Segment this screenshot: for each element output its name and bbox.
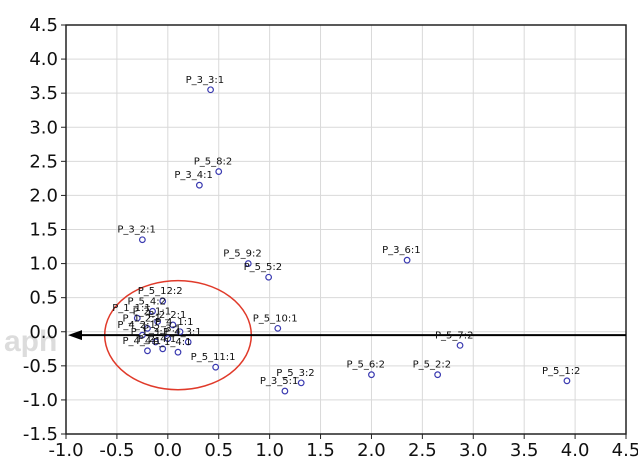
- point-label: P_5_7:2: [435, 330, 474, 341]
- data-point: [133, 314, 141, 322]
- data-point: [456, 341, 464, 349]
- point-label: P_4_2:1: [117, 320, 156, 331]
- point-label: P_2_2:1: [148, 310, 187, 321]
- x-tick-label: 1.5: [306, 440, 335, 461]
- data-point: [138, 331, 146, 339]
- point-label: P_4_3:1: [163, 327, 202, 338]
- watermark-text: aph: [4, 325, 57, 358]
- point-label: P_4_4:1: [122, 336, 161, 347]
- x-tick-label: 4.0: [561, 440, 590, 461]
- y-tick-label: 3.0: [29, 117, 58, 138]
- data-point: [169, 321, 177, 329]
- x-tick-label: 1.0: [255, 440, 284, 461]
- point-label: P_1_1:1: [112, 303, 151, 314]
- x-tick-label: 2.5: [408, 440, 437, 461]
- point-label: P_5_1:2: [542, 366, 581, 377]
- data-point: [164, 335, 172, 342]
- point-label: P_1_2:1: [122, 313, 161, 324]
- point-label: P_3_6:1: [382, 245, 421, 256]
- point-label: P_2_1:1: [133, 307, 172, 318]
- data-point: [274, 324, 282, 332]
- data-point: [159, 345, 167, 353]
- point-label: P_5_12:2: [138, 286, 183, 297]
- data-point: [144, 347, 151, 355]
- data-point: [265, 273, 273, 281]
- y-tick-label: 4.5: [29, 15, 58, 36]
- point-label: P_5_4:2: [128, 296, 167, 307]
- point-label: P_1_4:1: [153, 337, 192, 348]
- point-label: P_3_2:1: [117, 225, 156, 236]
- x-tick-label: 3.5: [510, 440, 539, 461]
- y-tick-label: -1.0: [23, 390, 58, 411]
- y-tick-label: 2.0: [29, 185, 58, 206]
- point-label: P_5_5:2: [244, 262, 282, 273]
- data-point: [212, 363, 220, 371]
- y-tick-label: -0.5: [23, 356, 58, 377]
- y-tick-label: -1.5: [23, 424, 58, 445]
- x-tick-label: 0.0: [153, 440, 182, 461]
- point-label: P_5_10:1: [253, 313, 298, 324]
- x-tick-label: 4.5: [612, 440, 638, 461]
- data-point: [154, 318, 162, 325]
- data-point: [281, 387, 289, 395]
- data-point: [368, 371, 375, 379]
- point-label: P_2_4:1: [138, 334, 177, 345]
- data-point: [176, 328, 184, 336]
- data-point: [144, 324, 151, 332]
- data-point: [159, 297, 167, 305]
- data-point: [244, 260, 252, 267]
- data-point: [174, 348, 182, 356]
- x-tick-label: 3.0: [459, 440, 488, 461]
- data-point: [207, 86, 214, 94]
- arrow-head: [68, 330, 82, 341]
- point-label: P_4_1:1: [155, 317, 194, 328]
- point-label: P_5_8:2: [194, 157, 233, 168]
- point-label: P_3_3:1: [186, 75, 225, 86]
- point-label: P_5_11:1: [191, 352, 236, 363]
- point-label: P_2_3:1: [143, 324, 182, 335]
- point-label: P_5_9:2: [223, 249, 262, 260]
- x-tick-label: -1.0: [48, 440, 83, 461]
- data-point: [297, 379, 305, 387]
- data-point: [434, 371, 442, 379]
- y-tick-label: 4.0: [29, 49, 58, 70]
- y-tick-label: 1.0: [29, 254, 58, 275]
- point-label: P_3_4:1: [174, 170, 213, 181]
- x-tick-label: 0.5: [204, 440, 233, 461]
- data-point: [195, 181, 203, 189]
- data-point: [184, 338, 192, 346]
- data-point: [152, 338, 160, 346]
- point-label: P_1_3:1: [131, 327, 170, 338]
- y-tick-label: 0.5: [29, 288, 58, 309]
- data-point: [149, 307, 156, 315]
- point-label: P_5_2:2: [413, 360, 452, 371]
- data-point: [215, 168, 223, 175]
- point-label: P_5_6:2: [346, 360, 385, 371]
- y-tick-label: 3.5: [29, 83, 58, 104]
- y-tick-label: 0.0: [29, 322, 58, 343]
- x-tick-label: -0.5: [99, 440, 134, 461]
- point-label: P_3_5:1: [260, 376, 299, 387]
- data-point: [563, 377, 571, 385]
- data-point: [138, 236, 146, 244]
- data-point: [403, 256, 411, 264]
- x-tick-label: 2.0: [357, 440, 386, 461]
- y-tick-label: 1.5: [29, 220, 58, 241]
- point-label: P_5_3:2: [276, 368, 315, 379]
- y-tick-label: 2.5: [29, 151, 58, 172]
